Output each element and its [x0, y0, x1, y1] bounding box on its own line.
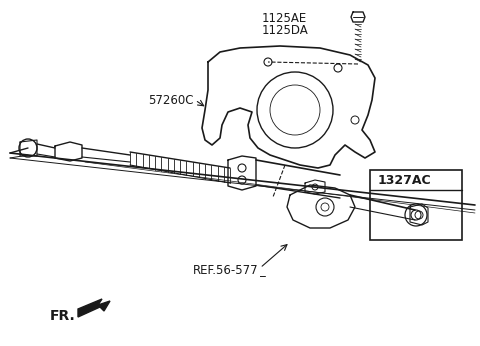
Text: 57260C: 57260C [148, 93, 193, 107]
Text: 1125DA: 1125DA [262, 24, 309, 36]
Bar [370, 170, 462, 240]
Text: 1327AC: 1327AC [378, 174, 432, 188]
Text: FR.: FR. [50, 309, 76, 323]
Text: 1125AE: 1125AE [262, 11, 307, 25]
Polygon shape [78, 299, 110, 317]
Text: REF.56-577: REF.56-577 [193, 264, 259, 276]
